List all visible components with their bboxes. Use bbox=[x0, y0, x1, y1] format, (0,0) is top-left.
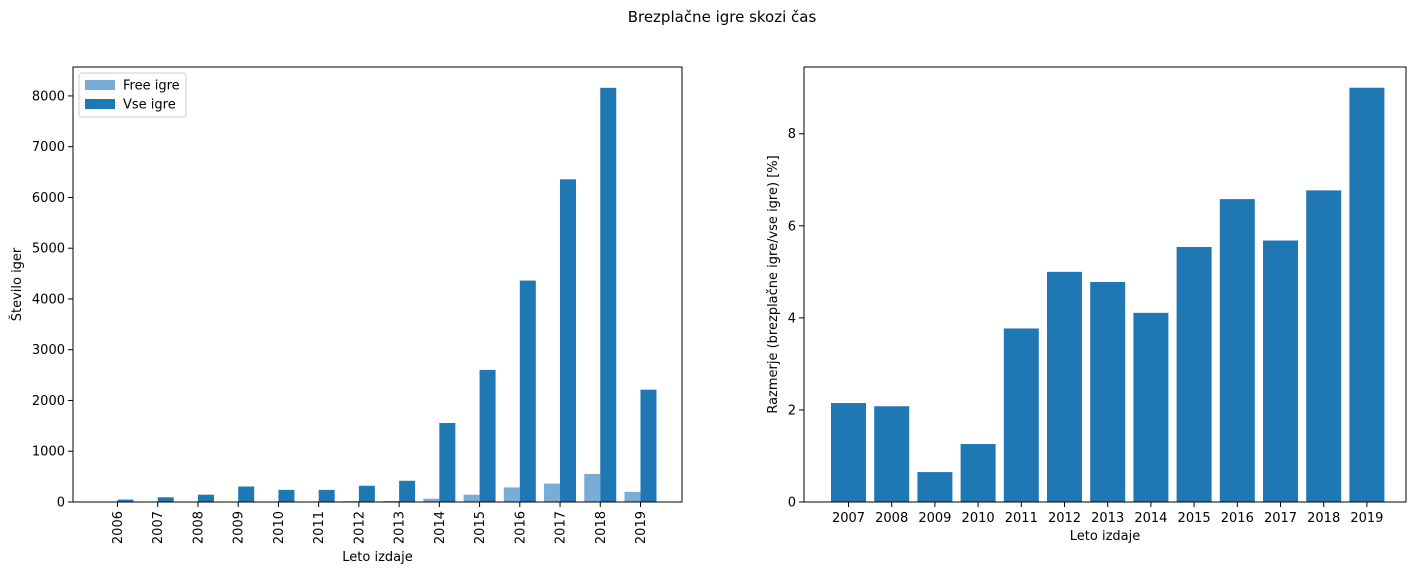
bar-ratio-2010 bbox=[960, 444, 996, 502]
x-tick-label-2018: 2018 bbox=[594, 511, 609, 544]
bar-free-2014 bbox=[423, 498, 440, 502]
bar-free-2018 bbox=[584, 473, 601, 502]
x-tick-label-2018: 2018 bbox=[1307, 511, 1340, 526]
bar-ratio-2015 bbox=[1176, 246, 1212, 502]
bar-ratio-2009 bbox=[917, 472, 953, 502]
y-tick-label-8: 8 bbox=[788, 127, 796, 142]
y-tick-label-5000: 5000 bbox=[32, 242, 65, 257]
x-tick-label-2009: 2009 bbox=[232, 511, 247, 544]
bar-all-2009 bbox=[238, 486, 255, 502]
bar-all-2013 bbox=[399, 480, 416, 502]
y-tick-label-0: 0 bbox=[57, 496, 65, 511]
bar-free-2019 bbox=[624, 491, 641, 502]
right-y-axis-label: Razmerje (brezplačne igre/vse igre) [%] bbox=[766, 155, 781, 413]
bar-all-2006 bbox=[117, 499, 134, 502]
bar-free-2016 bbox=[503, 487, 520, 502]
y-tick-label-4: 4 bbox=[788, 311, 796, 326]
x-tick-label-2017: 2017 bbox=[554, 511, 569, 544]
x-tick-label-2012: 2012 bbox=[352, 511, 367, 544]
bar-all-2019 bbox=[640, 389, 657, 502]
bar-ratio-2014 bbox=[1133, 312, 1169, 502]
x-tick-label-2013: 2013 bbox=[1091, 511, 1124, 526]
x-tick-label-2007: 2007 bbox=[151, 511, 166, 544]
x-tick-label-2017: 2017 bbox=[1264, 511, 1297, 526]
x-tick-label-2015: 2015 bbox=[1178, 511, 1211, 526]
y-tick-label-1000: 1000 bbox=[32, 445, 65, 460]
right-y-ticks: 0 2 4 6 8 bbox=[788, 127, 804, 511]
x-tick-label-2010: 2010 bbox=[962, 511, 995, 526]
y-tick-label-0: 0 bbox=[788, 496, 796, 511]
x-tick-label-2019: 2019 bbox=[1350, 511, 1383, 526]
bar-all-2007 bbox=[157, 497, 174, 502]
y-tick-label-6000: 6000 bbox=[32, 191, 65, 206]
x-tick-label-2010: 2010 bbox=[272, 511, 287, 544]
x-tick-label-2007: 2007 bbox=[832, 511, 865, 526]
legend-label-free: Free igre bbox=[123, 79, 180, 94]
x-tick-label-2011: 2011 bbox=[312, 511, 327, 544]
x-tick-label-2014: 2014 bbox=[433, 511, 448, 544]
left-x-ticks: 2006 2007 2008 2009 2010 2011 2012 2013 2014 2015… bbox=[111, 502, 649, 544]
bar-ratio-2018 bbox=[1306, 190, 1342, 502]
bar-all-2017 bbox=[560, 179, 577, 502]
bar-ratio-2007 bbox=[831, 403, 866, 502]
right-axes-frame bbox=[803, 66, 1407, 503]
x-tick-label-2006: 2006 bbox=[111, 511, 126, 544]
x-tick-label-2019: 2019 bbox=[634, 511, 649, 544]
x-tick-label-2016: 2016 bbox=[513, 511, 528, 544]
y-tick-label-7000: 7000 bbox=[32, 140, 65, 155]
left-bars bbox=[117, 87, 657, 502]
x-tick-label-2012: 2012 bbox=[1048, 511, 1081, 526]
bar-all-2014 bbox=[439, 423, 456, 502]
bar-free-2015 bbox=[463, 494, 480, 502]
bar-ratio-2008 bbox=[874, 406, 910, 502]
y-tick-label-2: 2 bbox=[788, 403, 796, 418]
x-tick-label-2014: 2014 bbox=[1134, 511, 1167, 526]
y-tick-label-6: 6 bbox=[788, 219, 796, 234]
left-y-ticks: 0 1000 2000 3000 4000 5000 6000 7000 8000 bbox=[32, 89, 73, 511]
bar-ratio-2013 bbox=[1090, 281, 1126, 502]
left-axes-frame bbox=[72, 66, 683, 503]
bar-free-2017 bbox=[544, 483, 561, 502]
bar-free-2013 bbox=[383, 500, 400, 502]
left-y-axis-label: Število iger bbox=[9, 247, 25, 321]
bar-all-2008 bbox=[197, 494, 214, 502]
left-x-axis-label: Leto izdaje bbox=[342, 550, 412, 565]
legend-label-all: Vse igre bbox=[123, 98, 176, 113]
bar-all-2012 bbox=[358, 485, 375, 502]
y-tick-label-4000: 4000 bbox=[32, 292, 65, 307]
bar-ratio-2017 bbox=[1263, 240, 1298, 503]
y-tick-label-8000: 8000 bbox=[32, 89, 65, 104]
x-tick-label-2008: 2008 bbox=[191, 511, 206, 544]
bar-ratio-2012 bbox=[1047, 271, 1082, 502]
bar-all-2010 bbox=[278, 489, 295, 502]
bar-all-2011 bbox=[318, 489, 335, 502]
right-bars bbox=[831, 87, 1385, 503]
legend-swatch-free bbox=[85, 80, 115, 90]
bar-ratio-2019 bbox=[1349, 87, 1385, 502]
bar-ratio-2016 bbox=[1219, 199, 1255, 502]
bar-all-2015 bbox=[479, 369, 496, 502]
figure-title: Brezplačne igre skozi čas bbox=[628, 8, 817, 26]
x-tick-label-2011: 2011 bbox=[1005, 511, 1038, 526]
right-x-axis-label: Leto izdaje bbox=[1070, 529, 1140, 544]
x-tick-label-2008: 2008 bbox=[875, 511, 908, 526]
x-tick-label-2016: 2016 bbox=[1221, 511, 1254, 526]
x-tick-label-2009: 2009 bbox=[918, 511, 951, 526]
x-tick-label-2015: 2015 bbox=[473, 511, 488, 544]
bar-all-2016 bbox=[519, 280, 536, 502]
right-x-ticks: 2007 2008 2009 2010 2011 2012 2013 2014 2015 2016… bbox=[832, 502, 1383, 526]
left-legend: Free igre Vse igre bbox=[78, 72, 187, 118]
y-tick-label-2000: 2000 bbox=[32, 394, 65, 409]
bar-ratio-2011 bbox=[1003, 328, 1039, 502]
y-tick-label-3000: 3000 bbox=[32, 343, 65, 358]
legend-swatch-all bbox=[85, 99, 115, 109]
x-tick-label-2013: 2013 bbox=[393, 511, 408, 544]
bar-all-2018 bbox=[600, 87, 617, 502]
